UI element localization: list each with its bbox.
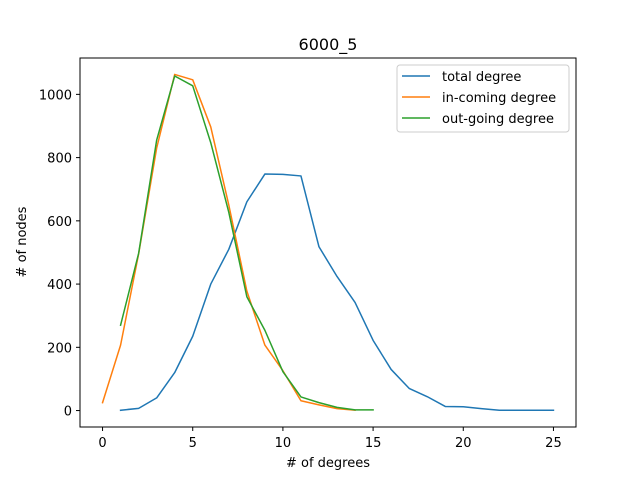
x-tick-label-1: 5: [189, 436, 197, 451]
y-axis-label: # of nodes: [15, 206, 30, 277]
x-axis-ticks: 0 5 10 15 20 25: [98, 427, 562, 451]
chart-title: 6000_5: [299, 35, 358, 55]
y-tick-label-1: 200: [47, 341, 72, 356]
legend-entry-0: total degree: [442, 70, 521, 85]
plot-frame: [79, 57, 577, 428]
plot-lines: [101, 73, 555, 412]
x-tick-label-2: 10: [275, 436, 292, 451]
y-tick-label-3: 600: [47, 215, 72, 230]
x-axis-label: # of degrees: [286, 456, 370, 471]
x-tick-label-5: 25: [545, 436, 562, 451]
x-tick-label-4: 20: [455, 436, 472, 451]
legend-box: [396, 64, 570, 133]
x-tick-label-3: 15: [365, 436, 382, 451]
legend-entry-2: out-going degree: [442, 112, 554, 127]
y-tick-label-5: 1000: [39, 88, 72, 103]
series-line-2: [119, 75, 374, 411]
series-line-0: [119, 173, 555, 412]
y-tick-label-2: 400: [47, 278, 72, 293]
x-tick-label-0: 0: [98, 436, 106, 451]
legend-entry-1: in-coming degree: [442, 91, 556, 106]
legend: total degree in-coming degree out-going de…: [396, 64, 570, 133]
y-axis-ticks: 0 200 400 600 800 1000: [39, 88, 80, 420]
y-tick-label-0: 0: [64, 405, 72, 420]
y-tick-label-4: 800: [47, 152, 72, 167]
